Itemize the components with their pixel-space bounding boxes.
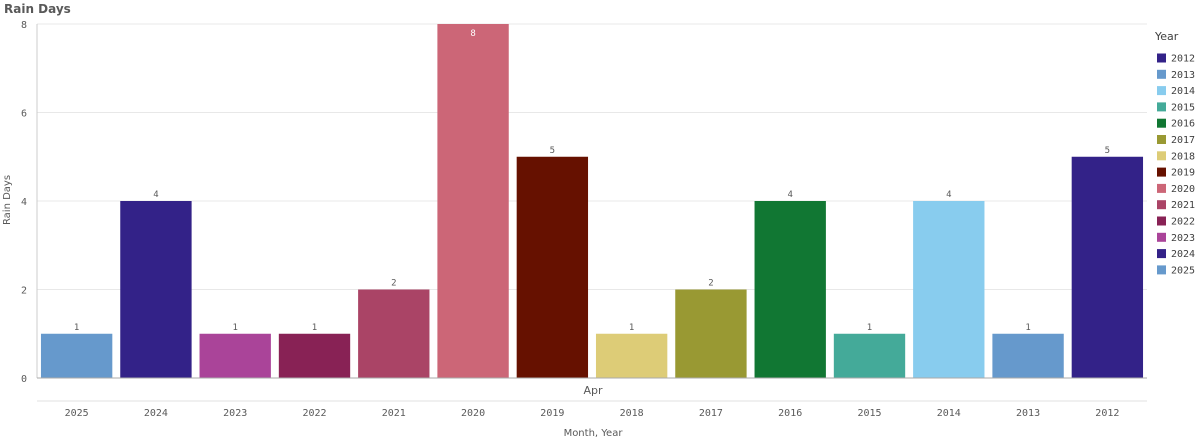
bar [833, 333, 906, 378]
data-label: 4 [946, 190, 951, 200]
bar [675, 289, 747, 378]
data-label: 4 [153, 190, 158, 200]
x-tick-label: 2015 [857, 408, 881, 419]
legend-label: 2012 [1171, 54, 1195, 65]
data-label: 8 [470, 29, 475, 39]
bars: 1 4 1 1 2 8 5 1 2 4 1 4 1 5 [40, 24, 1144, 378]
legend-swatch [1157, 249, 1166, 259]
legend-swatch [1157, 118, 1166, 128]
y-tick-label: 8 [21, 20, 27, 31]
x-tick-label: 2022 [302, 408, 326, 419]
legend-swatch [1157, 183, 1166, 193]
legend-label: 2015 [1171, 102, 1195, 113]
legend-label: 2019 [1171, 168, 1195, 179]
legend-label: 2020 [1171, 184, 1195, 195]
x-tick-label: 2014 [937, 408, 961, 419]
bar [40, 333, 113, 378]
x-tick-label: 2019 [540, 408, 564, 419]
bar [278, 333, 351, 378]
data-label: 4 [788, 190, 793, 200]
data-label: 1 [629, 323, 634, 333]
x-tick-label: 2013 [1016, 408, 1040, 419]
bar [913, 201, 985, 378]
chart-title: Rain Days [4, 2, 71, 16]
data-label: 2 [708, 279, 713, 289]
legend-label: 2023 [1171, 233, 1195, 244]
legend-swatch [1157, 135, 1166, 144]
legend-swatch [1157, 86, 1166, 96]
y-tick-label: 4 [21, 197, 27, 208]
bar [595, 333, 668, 378]
legend-label: 2016 [1171, 119, 1195, 130]
data-label: 2 [391, 279, 396, 289]
bar [358, 289, 430, 378]
legend-label: 2013 [1171, 70, 1195, 81]
data-label: 1 [312, 323, 317, 333]
x-tick-label: 2018 [620, 408, 644, 419]
legend-swatch [1157, 69, 1166, 79]
data-label: 1 [74, 323, 79, 333]
bar [516, 156, 589, 378]
x-tick-label: 2023 [223, 408, 247, 419]
legend-label: 2022 [1171, 217, 1195, 228]
x-tick-label: 2024 [144, 408, 168, 419]
legend-swatch [1157, 265, 1166, 275]
data-label: 1 [233, 323, 238, 333]
legend-label: 2024 [1171, 249, 1195, 260]
bar [437, 24, 509, 378]
legend-swatch [1157, 167, 1166, 177]
legend-swatch [1157, 232, 1166, 242]
bar [120, 201, 192, 378]
legend: Year 2012 2013 2014 2015 2016 2017 2018 2019 2020… [1154, 30, 1195, 276]
x-tick-label: 2012 [1095, 408, 1119, 419]
x-group-label: Apr [583, 384, 603, 397]
y-axis: 0 2 4 6 8 [21, 20, 38, 385]
legend-label: 2025 [1171, 265, 1195, 276]
x-tick-label: 2020 [461, 408, 485, 419]
legend-label: 2021 [1171, 200, 1195, 211]
bar [1071, 156, 1144, 378]
legend-swatch [1157, 200, 1166, 210]
data-label: 5 [550, 146, 555, 156]
bar [992, 333, 1064, 378]
x-tick-label: 2017 [699, 408, 723, 419]
y-tick-label: 0 [21, 374, 27, 385]
bar [754, 201, 826, 378]
bar [199, 333, 271, 378]
y-tick-label: 2 [21, 286, 27, 297]
legend-swatch [1157, 151, 1166, 161]
legend-swatch [1157, 53, 1166, 63]
legend-label: 2014 [1171, 86, 1195, 97]
legend-title: Year [1154, 30, 1179, 43]
data-label: 1 [867, 323, 872, 333]
legend-swatch [1157, 216, 1166, 226]
data-label: 1 [1025, 323, 1030, 333]
x-tick-label: 2016 [778, 408, 802, 419]
legend-label: 2018 [1171, 151, 1195, 162]
y-tick-label: 6 [21, 109, 27, 120]
data-label: 5 [1105, 146, 1110, 156]
y-axis-label: Rain Days [2, 175, 13, 225]
x-tick-label: 2025 [65, 408, 89, 419]
x-axis-label: Month, Year [564, 428, 624, 439]
x-tick-label: 2021 [382, 408, 406, 419]
legend-swatch [1157, 102, 1166, 112]
x-axis: 2025 2024 2023 2022 2021 2020 2019 2018 2017 2016… [37, 377, 1147, 419]
legend-label: 2017 [1171, 135, 1195, 146]
